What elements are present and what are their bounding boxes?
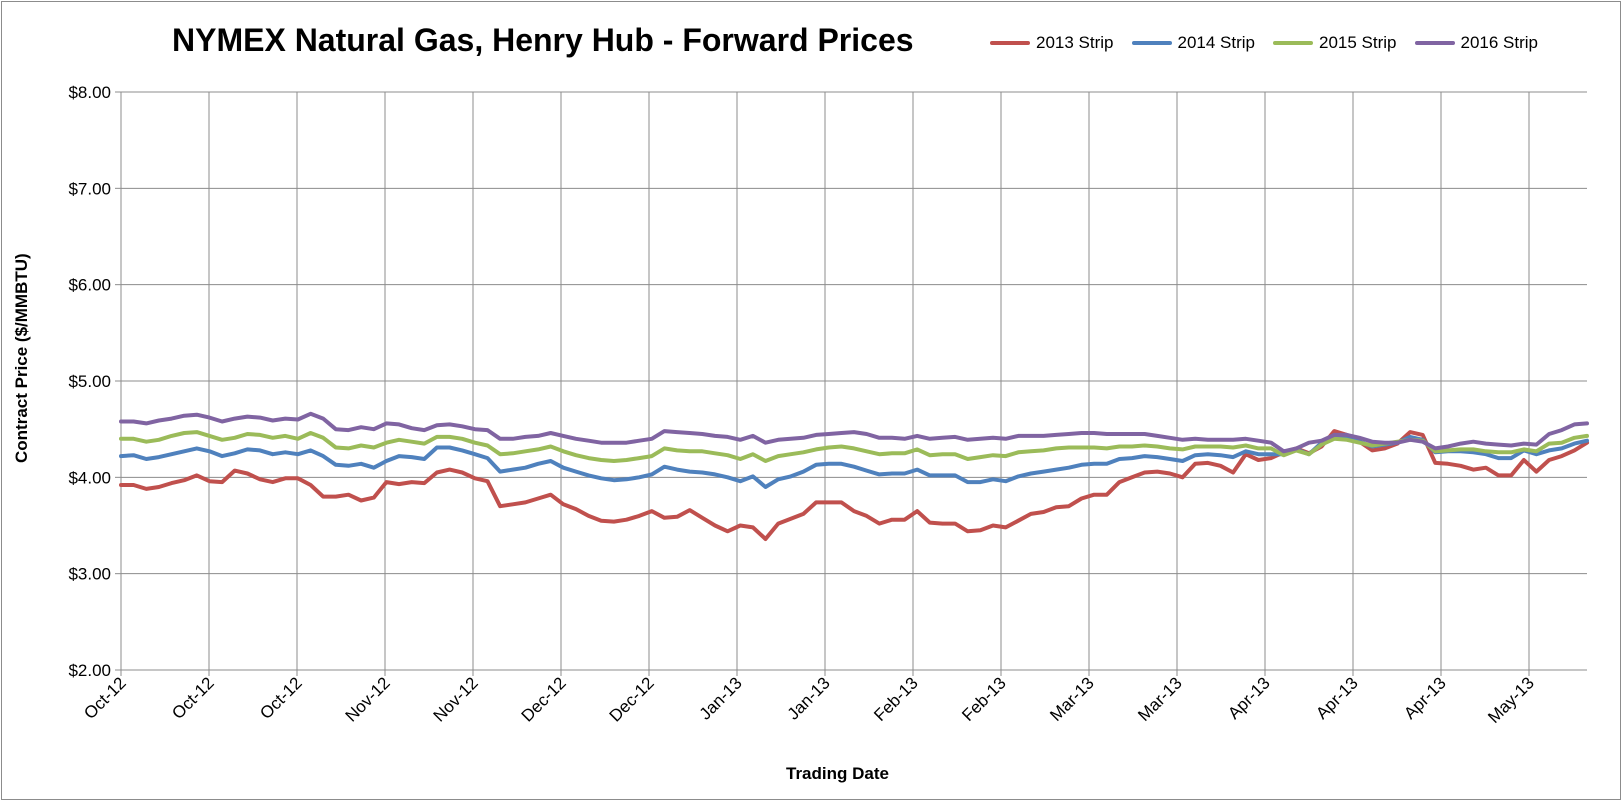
x-tick-label: Dec-12 — [518, 673, 570, 725]
y-tick-label: $5.00 — [68, 372, 111, 391]
legend-label-2016: 2016 Strip — [1460, 33, 1539, 52]
legend-swatch-2016 — [1414, 41, 1455, 45]
chart-title: NYMEX Natural Gas, Henry Hub - Forward P… — [172, 22, 914, 58]
series-line-2016-strip — [119, 411, 1589, 454]
x-tick-label: Nov-12 — [342, 673, 394, 725]
x-tick-label: Mar-13 — [1134, 673, 1186, 725]
legend-swatch-2013 — [990, 41, 1030, 45]
legend-label-2014: 2014 Strip — [1177, 33, 1256, 52]
x-tick-label: Apr-13 — [1312, 673, 1362, 723]
series-line-2015-strip — [119, 430, 1589, 463]
legend-swatch-2015 — [1273, 41, 1313, 45]
x-tick-label: Oct-12 — [80, 673, 130, 723]
y-tick-label: $4.00 — [68, 468, 111, 487]
y-tick-label: $6.00 — [68, 276, 111, 295]
x-tick-label: Oct-12 — [168, 673, 218, 723]
y-tick-label: $3.00 — [68, 565, 111, 584]
legend-item-2015: 2015 Strip — [1273, 33, 1397, 53]
y-tick-label: $8.00 — [68, 83, 111, 102]
x-axis-label: Trading Date — [786, 764, 889, 783]
legend-label-2013: 2013 Strip — [1036, 33, 1114, 52]
x-tick-label: Apr-13 — [1224, 673, 1274, 723]
x-tick-label: Jan-13 — [696, 673, 746, 723]
x-tick-label: Apr-13 — [1400, 673, 1450, 723]
legend-label-2015: 2015 Strip — [1319, 33, 1397, 52]
x-tick-label: Feb-13 — [870, 673, 922, 725]
y-tick-label: $2.00 — [68, 661, 111, 680]
legend-item-2016: 2016 Strip — [1414, 33, 1539, 53]
x-tick-label: Feb-13 — [958, 673, 1010, 725]
x-tick-label: Mar-13 — [1046, 673, 1098, 725]
legend-swatch-2014 — [1131, 41, 1172, 45]
legend-item-2013: 2013 Strip — [990, 33, 1114, 53]
legend: 2013 Strip 2014 Strip 2015 Strip 2016 St… — [990, 33, 1556, 53]
y-tick-label: $7.00 — [68, 179, 111, 198]
x-tick-label: Oct-12 — [256, 673, 306, 723]
x-tick-label: Jan-13 — [784, 673, 834, 723]
x-tick-label: May-13 — [1484, 673, 1538, 727]
legend-item-2014: 2014 Strip — [1131, 33, 1256, 53]
x-tick-label: Nov-12 — [430, 673, 482, 725]
x-tick-label: Dec-12 — [606, 673, 658, 725]
